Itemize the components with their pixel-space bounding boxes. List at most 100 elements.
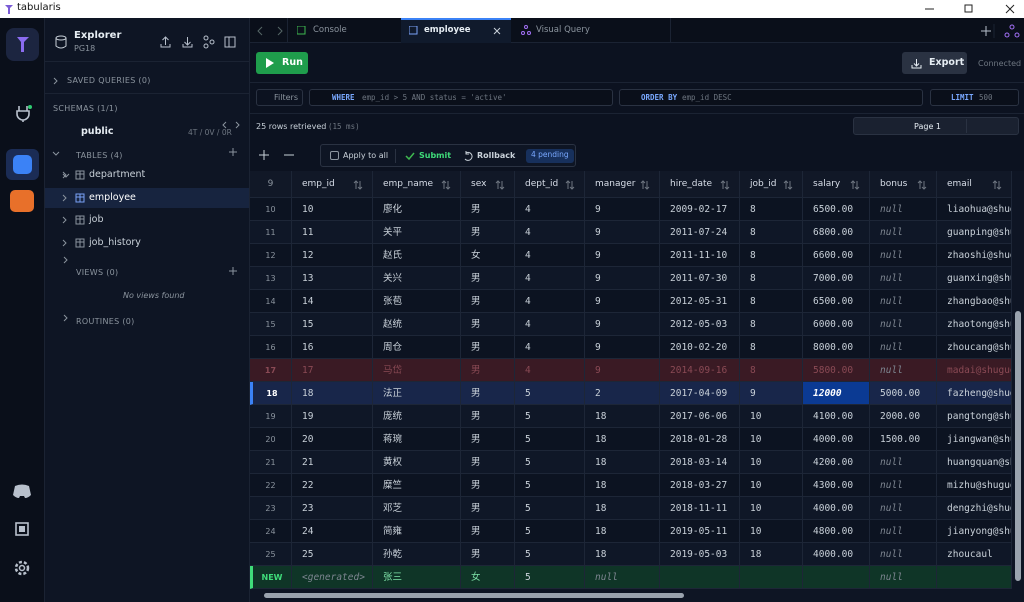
views-header[interactable]: VIEWS (0) [76,268,119,277]
cell[interactable]: null [870,267,937,290]
cell[interactable]: 2019-05-11 [660,520,740,543]
cell[interactable]: 2011-07-30 [660,267,740,290]
cell[interactable]: 8 [740,336,803,359]
cell[interactable]: madai@shuguo [937,359,1012,382]
cell[interactable]: 4000.00 [803,543,870,566]
cell[interactable]: 张三 [373,566,461,589]
cell[interactable]: 5 [515,382,585,405]
filters-button[interactable]: Filters [256,89,303,106]
cell[interactable]: 6500.00 [803,290,870,313]
tab-active[interactable]: employee [401,18,511,43]
cell[interactable] [937,566,1012,589]
cell[interactable]: 9 [585,198,660,221]
table-name[interactable]: department [89,169,146,180]
row-number[interactable]: 25 [250,543,292,566]
cell[interactable]: 1500.00 [870,428,937,451]
column-header[interactable]: email [937,171,1012,198]
row-number[interactable]: 11 [250,221,292,244]
cell[interactable]: 22 [292,474,373,497]
cell[interactable]: zhaoshi@shug [937,244,1012,267]
cell[interactable]: 周仓 [373,336,461,359]
cell[interactable]: null [870,497,937,520]
cell[interactable]: 4 [515,198,585,221]
cell[interactable]: 6600.00 [803,244,870,267]
cell[interactable] [660,566,740,589]
table-item[interactable]: job_history [45,233,249,253]
cell[interactable]: 邓芝 [373,497,461,520]
cell[interactable]: 简雍 [373,520,461,543]
cell[interactable]: 4300.00 [803,474,870,497]
cell[interactable]: null [870,290,937,313]
tab-actions[interactable] [980,24,1024,38]
cell[interactable]: 男 [461,497,515,520]
column-header[interactable]: sex [461,171,515,198]
cell[interactable]: 女 [461,566,515,589]
cell[interactable]: 5 [515,428,585,451]
cell[interactable]: 孙乾 [373,543,461,566]
cell[interactable]: 9 [585,267,660,290]
cell[interactable]: 18 [292,382,373,405]
cell[interactable]: 男 [461,336,515,359]
cell[interactable]: 2009-02-17 [660,198,740,221]
row-number[interactable]: 23 [250,497,292,520]
tab[interactable]: Console [287,18,401,43]
cell[interactable]: 8 [740,290,803,313]
row-number[interactable]: 12 [250,244,292,267]
cell[interactable]: 张苞 [373,290,461,313]
cell[interactable]: 5 [515,566,585,589]
cell[interactable]: 男 [461,359,515,382]
cell[interactable]: null [870,336,937,359]
cell[interactable]: 男 [461,267,515,290]
table-name[interactable]: employee [89,191,136,203]
column-header[interactable]: emp_name [373,171,461,198]
cell[interactable]: 2011-11-10 [660,244,740,267]
cell[interactable]: mizhu@shuguo [937,474,1012,497]
cell[interactable]: 5 [515,474,585,497]
cell[interactable]: 男 [461,313,515,336]
column-header[interactable]: job_id [740,171,803,198]
cell[interactable]: 4 [515,336,585,359]
cell[interactable]: null [870,474,937,497]
cell[interactable]: 2 [585,382,660,405]
discord-icon[interactable] [12,483,32,499]
cell[interactable]: 4200.00 [803,451,870,474]
cell[interactable]: 4 [515,244,585,267]
cell[interactable]: 9 [740,382,803,405]
cell[interactable]: 2018-03-27 [660,474,740,497]
cell[interactable]: 10 [740,451,803,474]
cell[interactable]: null [870,198,937,221]
cell[interactable]: 黄权 [373,451,461,474]
cell[interactable]: 17 [292,359,373,382]
cell[interactable]: jiangwan@shug [937,428,1012,451]
row-number[interactable]: 21 [250,451,292,474]
submit-button[interactable]: Submit [419,151,452,160]
column-header[interactable]: bonus [870,171,937,198]
cell[interactable]: 男 [461,221,515,244]
cell[interactable]: 18 [585,543,660,566]
cell[interactable]: 6000.00 [803,313,870,336]
saved-queries[interactable]: SAVED QUERIES (0) [67,76,151,85]
cell[interactable]: 5 [515,543,585,566]
cell[interactable]: 18 [585,474,660,497]
cell[interactable]: null [585,566,660,589]
cell[interactable]: 5800.00 [803,359,870,382]
cell[interactable]: 男 [461,198,515,221]
column-header[interactable]: dept_id [515,171,585,198]
cell[interactable]: null [870,520,937,543]
row-number[interactable]: 20 [250,428,292,451]
cell[interactable]: huangquan@sh [937,451,1012,474]
cell[interactable]: 廖化 [373,198,461,221]
cell[interactable]: 4 [515,313,585,336]
cell[interactable]: 4000.00 [803,428,870,451]
row-number[interactable]: 24 [250,520,292,543]
rollback-button[interactable]: Rollback [477,151,516,160]
cell[interactable]: 4000.00 [803,497,870,520]
cell[interactable]: 10 [740,520,803,543]
cell[interactable]: 18 [585,520,660,543]
cell[interactable]: 21 [292,451,373,474]
cell[interactable]: 18 [740,543,803,566]
db-postgres[interactable] [6,149,39,180]
row-number[interactable]: 19 [250,405,292,428]
cell[interactable]: 4 [515,290,585,313]
limit-input[interactable]: LIMIT 500 [930,89,1019,106]
